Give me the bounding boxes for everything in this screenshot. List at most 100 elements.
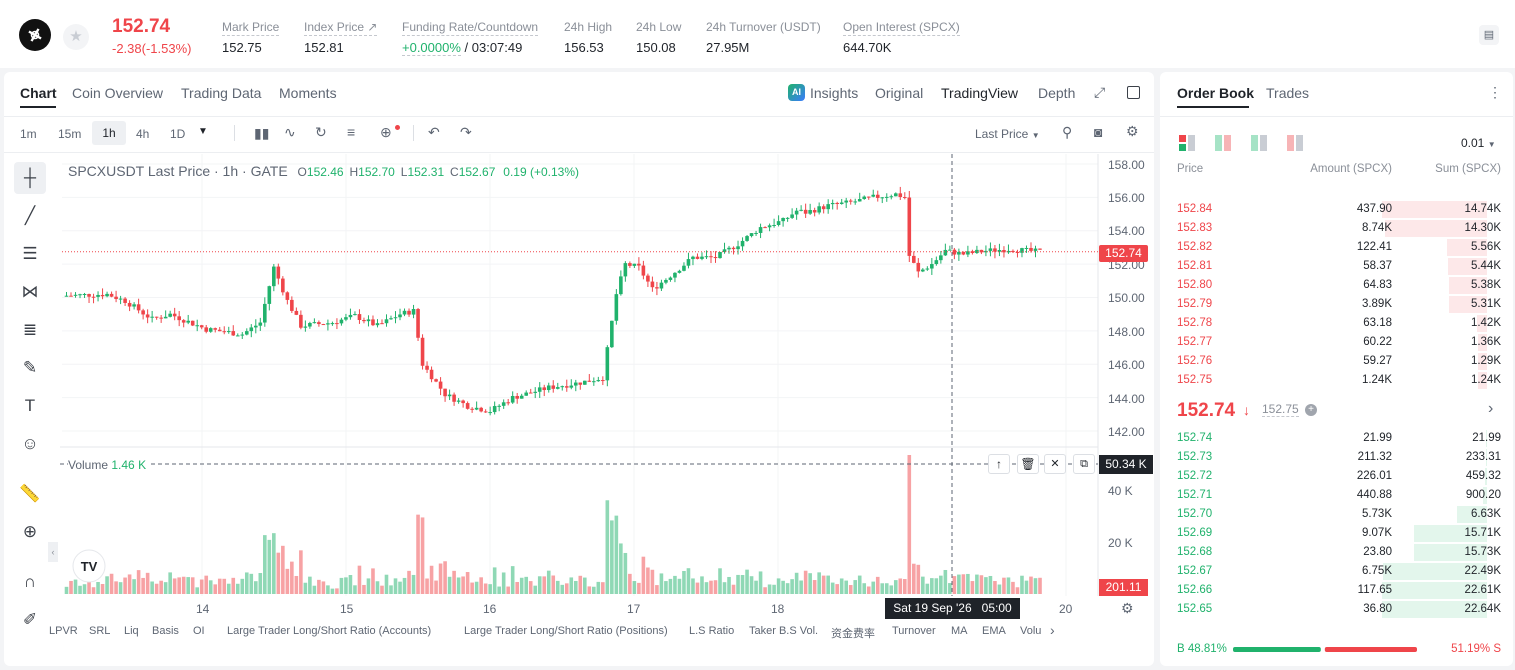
move-pane-up-icon[interactable]: ↑ xyxy=(988,454,1010,474)
timeframe-1h[interactable]: 1h xyxy=(92,121,126,145)
emoji-tool-icon[interactable]: ☺ xyxy=(21,434,39,453)
orderbook-row[interactable]: 152.69 9.07K 15.71K xyxy=(1160,524,1501,543)
chevron-right-icon[interactable]: › xyxy=(1050,622,1055,638)
indicator-volume[interactable]: Volu xyxy=(1020,625,1042,637)
indicator-large-trader-positions[interactable]: Large Trader Long/Short Ratio (Positions… xyxy=(464,625,668,637)
orderbook-row[interactable]: 152.71 440.88 900.20 xyxy=(1160,486,1501,505)
view-both-icon[interactable] xyxy=(1179,135,1195,151)
orderbook-row[interactable]: 152.75 1.24K 1.24K xyxy=(1160,371,1501,390)
price-type-select[interactable]: Last Price ▼ xyxy=(975,127,1040,141)
view-tradingview[interactable]: TradingView xyxy=(941,85,1019,101)
view-original[interactable]: Original xyxy=(875,85,924,101)
volume-bar xyxy=(213,584,218,594)
chevron-down-icon[interactable]: ▼ xyxy=(198,126,208,137)
favorite-star-icon[interactable]: ★ xyxy=(63,24,89,50)
trendline-tool-icon[interactable]: ╱ xyxy=(24,206,36,225)
indicator-srl[interactable]: SRL xyxy=(89,625,111,637)
chart-settings-icon[interactable]: ⚙ xyxy=(1121,600,1134,616)
indicator-ma[interactable]: MA xyxy=(951,625,968,637)
indicator-oi[interactable]: OI xyxy=(193,625,205,637)
view-split-icon[interactable] xyxy=(1215,135,1231,151)
tab-moments[interactable]: Moments xyxy=(279,85,337,101)
timeframe-1d[interactable]: 1D xyxy=(170,127,186,141)
orderbook-row[interactable]: 152.79 3.89K 5.31K xyxy=(1160,295,1501,314)
orderbook-row[interactable]: 152.67 6.75K 22.49K xyxy=(1160,562,1501,581)
indicator-lpvr[interactable]: LPVR xyxy=(49,625,78,637)
collapse-pane-icon[interactable]: ✕ xyxy=(1044,454,1066,474)
orderbook-row[interactable]: 152.68 23.80 15.73K xyxy=(1160,543,1501,562)
chevron-right-icon[interactable]: › xyxy=(1488,400,1494,417)
crosshair-tool-icon[interactable]: ┼ xyxy=(14,162,46,194)
indicator-basis[interactable]: Basis xyxy=(152,625,179,637)
indicator-ema[interactable]: EMA xyxy=(982,625,1006,637)
orderbook-row[interactable]: 152.76 59.27 1.29K xyxy=(1160,352,1501,371)
more-options-icon[interactable]: ⋮ xyxy=(1488,84,1502,100)
tab-trading-data[interactable]: Trading Data xyxy=(181,85,262,101)
text-tool-icon[interactable]: T xyxy=(24,396,36,415)
maximize-pane-icon[interactable]: ⧉ xyxy=(1073,454,1095,474)
candle-type-icon[interactable]: ▮▮ xyxy=(254,125,270,141)
indicator-taker-bs-vol[interactable]: Taker B.S Vol. xyxy=(749,625,819,637)
pattern-tool-icon[interactable]: ⋈ xyxy=(21,282,39,301)
notes-icon[interactable]: ▤ xyxy=(1479,25,1499,45)
indicator-ls-ratio[interactable]: L.S Ratio xyxy=(689,625,735,637)
brush-tool-icon[interactable]: ✎ xyxy=(22,358,38,377)
stat-index-price[interactable]: Index Price ↗ 152.81 xyxy=(304,20,378,55)
orderbook-row[interactable]: 152.77 60.22 1.36K xyxy=(1160,333,1501,352)
ruler-tool-icon[interactable]: 📏 xyxy=(19,484,41,503)
timeframe-1m[interactable]: 1m xyxy=(20,127,37,141)
edit-tool-icon[interactable]: ✐ xyxy=(22,610,38,629)
orderbook-row[interactable]: 152.72 226.01 459.32 xyxy=(1160,467,1501,486)
orderbook-row[interactable]: 152.70 5.73K 6.63K xyxy=(1160,505,1501,524)
tab-chart[interactable]: Chart xyxy=(20,85,57,101)
indicator-large-trader-accounts[interactable]: Large Trader Long/Short Ratio (Accounts) xyxy=(227,625,432,637)
indicators-icon[interactable]: ∿ xyxy=(284,124,296,140)
indicator-liq[interactable]: Liq xyxy=(124,625,139,637)
tab-coin-overview[interactable]: Coin Overview xyxy=(72,85,164,101)
zoom-in-tool-icon[interactable]: ⊕ xyxy=(22,522,38,541)
undo-icon[interactable]: ↶ xyxy=(428,124,440,140)
templates-icon[interactable]: ≡ xyxy=(347,124,356,140)
redo-icon[interactable]: ↷ xyxy=(460,124,472,140)
volume-bar xyxy=(492,567,497,594)
gear-icon[interactable]: ⚙ xyxy=(1126,123,1139,139)
timeframe-15m[interactable]: 15m xyxy=(58,127,82,141)
search-icon[interactable]: ⚲ xyxy=(1062,124,1073,140)
magnet-tool-icon[interactable]: ∩ xyxy=(23,572,37,591)
tab-order-book[interactable]: Order Book xyxy=(1177,85,1255,101)
fullscreen-icon[interactable]: ⤢ xyxy=(1094,84,1106,100)
orderbook-row[interactable]: 152.73 211.32 233.31 xyxy=(1160,448,1501,467)
view-bids-icon[interactable] xyxy=(1251,135,1267,151)
orderbook-row[interactable]: 152.82 122.41 5.56K xyxy=(1160,238,1501,257)
precision-select[interactable]: 0.01 ▼ xyxy=(1461,136,1496,150)
orderbook-row[interactable]: 152.81 58.37 5.44K xyxy=(1160,257,1501,276)
mid-price[interactable]: 152.74 xyxy=(1177,400,1236,421)
orderbook-row[interactable]: 152.78 63.18 1.42K xyxy=(1160,314,1501,333)
delete-pane-icon[interactable]: 🗑 xyxy=(1017,454,1039,474)
view-insights[interactable]: Insights xyxy=(810,85,859,101)
orderbook-row[interactable]: 152.66 117.65 22.61K xyxy=(1160,581,1501,600)
camera-icon[interactable]: ◙ xyxy=(1094,124,1103,140)
orderbook-row[interactable]: 152.74 21.99 21.99 xyxy=(1160,429,1501,448)
candle-body xyxy=(231,331,236,336)
timeframe-4h[interactable]: 4h xyxy=(136,127,150,141)
info-icon[interactable]: + xyxy=(1305,404,1317,416)
add-indicator-icon[interactable]: ⊕ xyxy=(380,124,392,140)
view-asks-icon[interactable] xyxy=(1287,135,1303,151)
tab-trades[interactable]: Trades xyxy=(1266,85,1310,101)
orderbook-row[interactable]: 152.84 437.90 14.74K xyxy=(1160,200,1501,219)
orderbook-row[interactable]: 152.65 36.80 22.64K xyxy=(1160,600,1501,619)
orderbook-row[interactable]: 152.80 64.83 5.38K xyxy=(1160,276,1501,295)
replay-icon[interactable]: ↻ xyxy=(315,124,327,140)
fib-tool-icon[interactable]: ≣ xyxy=(22,320,38,339)
window-icon[interactable] xyxy=(1127,86,1140,99)
view-depth[interactable]: Depth xyxy=(1038,85,1076,101)
indicator-funding-rate[interactable]: 资金费率 xyxy=(831,628,875,640)
volume-bar xyxy=(78,585,82,594)
indicator-turnover[interactable]: Turnover xyxy=(892,625,936,637)
horizontal-lines-tool-icon[interactable]: ☰ xyxy=(22,244,38,263)
volume-bar xyxy=(537,576,542,594)
collapse-toolbar-icon[interactable]: ‹ xyxy=(48,542,58,562)
orderbook-row[interactable]: 152.83 8.74K 14.30K xyxy=(1160,219,1501,238)
